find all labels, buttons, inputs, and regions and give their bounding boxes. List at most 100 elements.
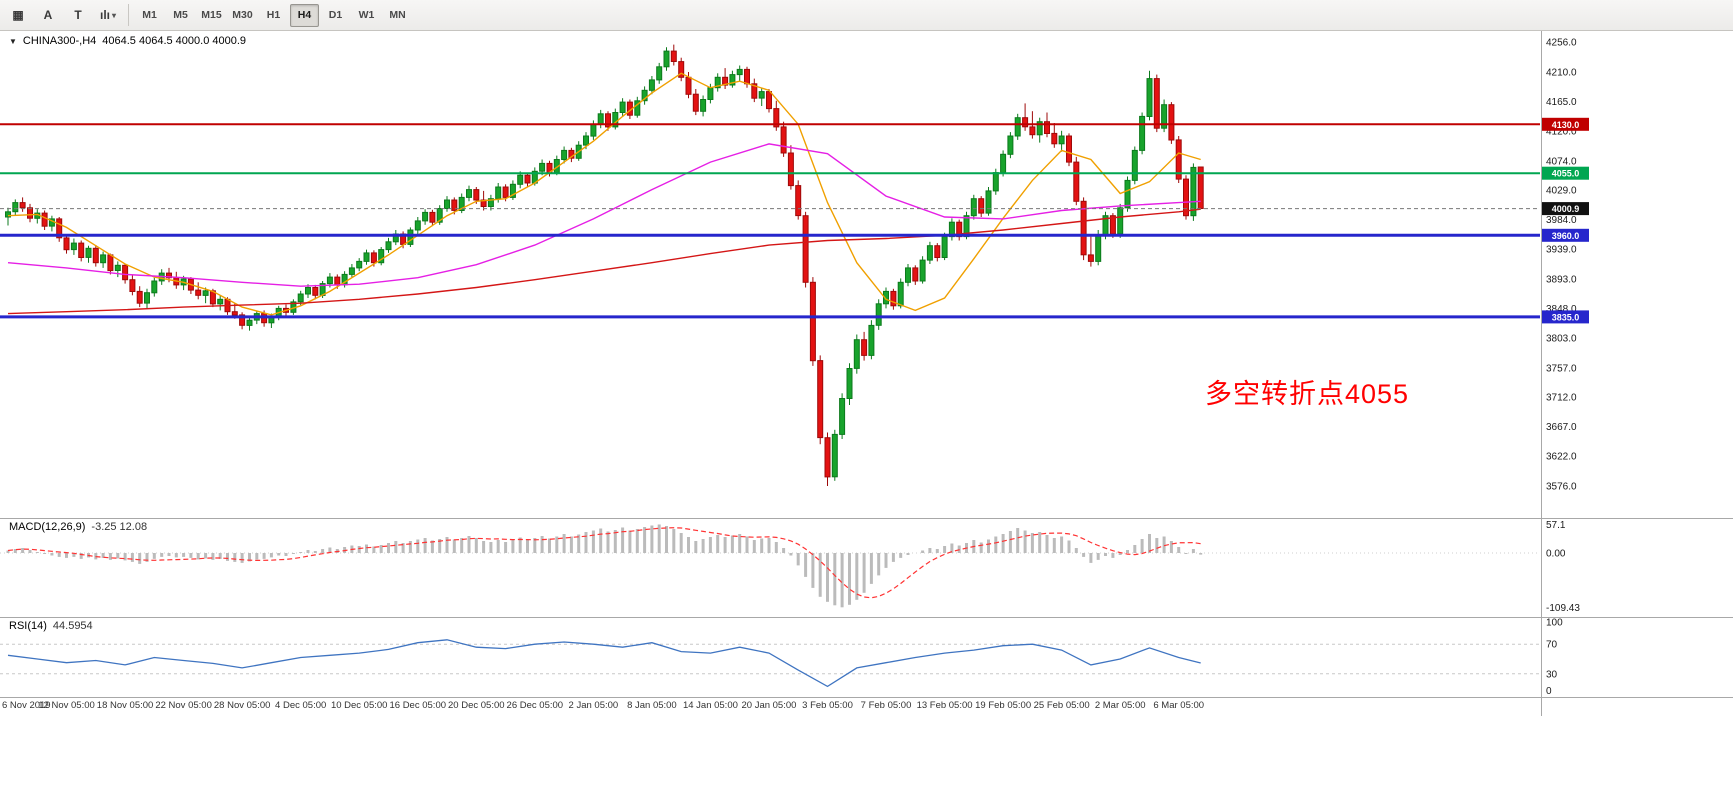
pattern-grid-icon: ▦	[12, 8, 24, 22]
rsi-line	[7, 639, 1201, 688]
bull-candle	[656, 66, 663, 81]
bull-candle	[1131, 149, 1138, 181]
macd-values: -3.25 12.08	[91, 521, 148, 533]
bear-candle	[27, 207, 33, 219]
toolbar-separator	[128, 4, 129, 26]
bear-candle	[809, 281, 816, 362]
time-axis-label: 13 Feb 05:00	[916, 700, 973, 711]
time-axis-label: 18 Nov 05:00	[96, 700, 154, 711]
bull-candle	[970, 198, 977, 217]
panel-splitter[interactable]	[0, 697, 1733, 698]
bull-candle	[597, 113, 604, 125]
bull-candle	[1014, 117, 1021, 137]
bull-candle	[1058, 135, 1065, 145]
bear-candle	[122, 264, 129, 281]
bear-candle	[1029, 126, 1036, 136]
panel-splitter[interactable]	[0, 518, 1733, 519]
bear-candle	[136, 290, 143, 304]
price-axis-label: 3848.0	[1546, 304, 1577, 315]
symbol-period-label: CHINA300-,H4	[22, 35, 97, 47]
bull-candle	[1139, 115, 1146, 151]
bear-candle	[1183, 178, 1189, 217]
bear-candle	[312, 287, 319, 296]
bull-candle	[729, 74, 736, 86]
bear-candle	[890, 290, 897, 307]
bull-candle	[1095, 234, 1102, 262]
timeframe-button-m5[interactable]: M5	[173, 9, 188, 21]
bull-candle	[444, 199, 450, 209]
bear-candle	[429, 211, 436, 223]
text-label-button[interactable]: T	[64, 2, 92, 28]
ask-line-button[interactable]: A	[34, 2, 62, 28]
macd-axis-label: 57.1	[1546, 520, 1566, 531]
rsi-panel[interactable]: 100 70 30 0	[0, 618, 1733, 697]
time-axis-label: 26 Dec 05:00	[506, 700, 564, 711]
main-chart[interactable]: 4256.0 4210.0 4165.0 4120.0 4074.0 4029.0 3984…	[0, 30, 1733, 518]
timeframe-button-m1[interactable]: M1	[142, 9, 157, 21]
timeframe-button-m30[interactable]: M30	[232, 9, 253, 21]
price-tag	[1542, 117, 1589, 131]
bull-candle	[70, 242, 77, 251]
timeframe-button-mn[interactable]: MN	[389, 9, 406, 21]
chart-template-button[interactable]: ılı ▾	[94, 2, 122, 28]
time-axis-label: 22 Nov 05:00	[155, 700, 212, 711]
bull-candle	[305, 287, 311, 295]
time-axis-label: 3 Feb 05:00	[802, 700, 853, 711]
time-axis[interactable]: 6 Nov 2019 12 Nov 05:00 18 Nov 05:00 22 Nov…	[0, 699, 1733, 715]
rsi-axis-label: 30	[1546, 669, 1558, 680]
bear-candle	[802, 215, 809, 283]
price-axis-label: 4165.0	[1546, 97, 1577, 108]
timeframe-button-h1[interactable]: H1	[266, 9, 281, 21]
bear-candle	[56, 218, 63, 239]
price-tag-label: 3960.0	[1552, 231, 1580, 241]
collapse-triangle-icon[interactable]: ▼	[9, 36, 17, 46]
bull-candle	[217, 298, 224, 305]
time-axis-label: 2 Mar 05:00	[1094, 700, 1146, 711]
bull-candle	[707, 87, 714, 101]
timeframe-group: M1 M5 M15 M30 H1 H4 D1 W1 MN	[134, 3, 413, 27]
bull-candle	[736, 68, 743, 76]
bear-candle	[766, 91, 772, 110]
price-axis-label: 4029.0	[1546, 186, 1577, 197]
time-axis-label: 2 Jan 05:00	[568, 700, 619, 711]
chart-annotation-text[interactable]: 多空转折点4055	[1205, 379, 1410, 409]
price-tag	[1542, 310, 1589, 324]
bear-candle	[744, 68, 750, 85]
time-axis-label: 12 Nov 05:00	[38, 700, 95, 711]
time-axis-label: 6 Nov 2019	[2, 700, 51, 711]
bear-candle	[605, 113, 611, 128]
timeframe-button-d1[interactable]: D1	[328, 9, 343, 21]
bear-candle	[1066, 135, 1072, 163]
pattern-button[interactable]: ▦	[4, 2, 32, 28]
bear-candle	[1087, 254, 1094, 262]
ohlc-readout: 4064.5 4064.5 4000.0 4000.9	[102, 35, 247, 47]
bull-candle	[1000, 153, 1007, 174]
bear-candle	[692, 93, 699, 112]
price-axis-label: 3576.0	[1546, 482, 1577, 493]
time-axis-label: 6 Mar 05:00	[1153, 700, 1205, 711]
bull-candle	[641, 89, 648, 102]
bull-candle	[700, 99, 707, 112]
bull-candle	[919, 259, 926, 282]
timeframe-button-h4[interactable]: H4	[290, 3, 319, 27]
price-axis-label: 3893.0	[1546, 275, 1577, 286]
bear-candle	[824, 437, 831, 478]
dropdown-arrow-icon: ▾	[112, 10, 117, 20]
bull-candle	[5, 211, 11, 218]
price-tag-label: 4130.0	[1552, 120, 1580, 130]
panel-splitter[interactable]	[0, 617, 1733, 618]
bull-candle	[853, 339, 860, 369]
bear-candle	[1175, 139, 1182, 180]
timeframe-button-w1[interactable]: W1	[358, 9, 375, 21]
bull-candle	[85, 247, 92, 258]
bull-candle	[144, 292, 150, 304]
bear-candle	[780, 126, 787, 154]
rsi-axis-label: 100	[1546, 618, 1563, 629]
bull-candle	[634, 100, 641, 116]
macd-panel[interactable]: 57.1 0.00 -109.43	[0, 519, 1733, 617]
ma-slow-line	[7, 208, 1201, 315]
bear-candle	[751, 83, 758, 99]
timeframe-button-m15[interactable]: M15	[201, 9, 222, 21]
bear-candle	[1051, 132, 1058, 145]
rsi-axis-label: 70	[1546, 640, 1558, 651]
